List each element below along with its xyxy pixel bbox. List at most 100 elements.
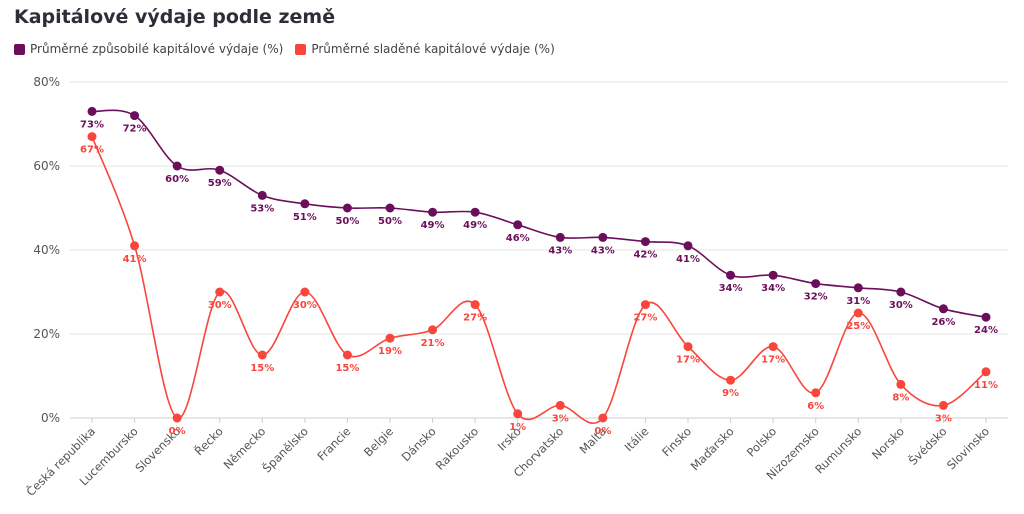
data-point (215, 165, 225, 175)
data-label: 21% (421, 338, 445, 349)
data-point (896, 287, 906, 297)
series-line-1 (91, 109, 987, 318)
data-label: 72% (123, 124, 147, 135)
data-point (257, 350, 267, 360)
data-point (853, 308, 863, 318)
x-tick-label: Řecko (191, 424, 226, 459)
x-tick-label: Rumunsko (812, 424, 864, 476)
data-label: 25% (846, 321, 870, 332)
data-label: 3% (552, 413, 569, 424)
x-tick-label: Finsko (659, 424, 694, 459)
data-label: 27% (463, 313, 487, 324)
data-label: 42% (633, 250, 657, 261)
data-label: 30% (293, 300, 317, 311)
y-tick-label: 0% (41, 411, 60, 425)
data-point (555, 400, 565, 410)
data-point (385, 203, 395, 213)
data-label: 19% (378, 346, 402, 357)
data-point (768, 270, 778, 280)
x-tick-label: Norsko (869, 424, 907, 462)
data-point (768, 342, 778, 352)
x-tick-label: Polsko (744, 424, 779, 459)
data-point (513, 220, 523, 230)
data-label: 60% (165, 174, 189, 185)
y-tick-label: 40% (33, 243, 60, 257)
data-label: 15% (335, 363, 359, 374)
data-point (853, 283, 863, 293)
data-point (470, 207, 480, 217)
data-point (342, 350, 352, 360)
x-tick-label: Rakousko (433, 424, 482, 473)
data-label: 59% (208, 178, 232, 189)
x-tick-label: Dánsko (399, 424, 439, 464)
data-label: 41% (123, 254, 147, 265)
data-point (938, 304, 948, 314)
legend-swatch-series1 (14, 43, 25, 55)
data-label: 24% (974, 325, 998, 336)
data-point (513, 409, 523, 419)
data-label: 67% (80, 145, 104, 156)
data-point (555, 232, 565, 242)
data-point (896, 379, 906, 389)
data-label: 53% (250, 203, 274, 214)
data-point (428, 207, 438, 217)
data-point (726, 375, 736, 385)
data-point (598, 232, 608, 242)
data-label: 6% (807, 401, 824, 412)
data-point (130, 111, 140, 121)
data-point (640, 237, 650, 247)
data-label: 50% (378, 216, 402, 227)
data-label: 49% (421, 220, 445, 231)
data-label: 73% (80, 119, 104, 130)
data-point (598, 413, 608, 423)
legend-swatch-series2 (295, 43, 307, 55)
data-point (300, 287, 310, 297)
data-label: 49% (463, 220, 487, 231)
data-point (981, 367, 991, 377)
data-label: 31% (846, 296, 870, 307)
data-label: 46% (506, 233, 530, 244)
data-label: 41% (676, 254, 700, 265)
data-point (811, 388, 821, 398)
data-point (428, 325, 438, 335)
data-point (811, 279, 821, 289)
data-label: 26% (931, 317, 955, 328)
data-point (215, 287, 225, 297)
legend-label-series2: Průměrné sladěné kapitálové výdaje (%) (311, 42, 555, 56)
data-label: 15% (250, 363, 274, 374)
y-tick-label: 20% (33, 327, 60, 341)
x-tick-label: Francie (314, 424, 353, 463)
data-label: 8% (892, 392, 909, 403)
data-label: 30% (208, 300, 232, 311)
data-label: 1% (509, 422, 526, 433)
data-point (683, 241, 693, 251)
x-tick-label: Švédsko (905, 424, 949, 468)
y-tick-label: 60% (33, 159, 60, 173)
data-point (726, 270, 736, 280)
data-point (385, 333, 395, 343)
data-label: 17% (761, 355, 785, 366)
x-tick-label: Itálie (622, 424, 652, 454)
data-point (640, 300, 650, 310)
data-point (87, 132, 97, 142)
legend-item-series2[interactable]: Průměrné sladěné kapitálové výdaje (%) (295, 42, 555, 56)
data-point (683, 342, 693, 352)
chart-title: Kapitálové výdaje podle země (14, 6, 336, 28)
legend: Průměrné způsobilé kapitálové výdaje (%)… (14, 42, 567, 56)
data-point (87, 106, 97, 116)
data-label: 0% (169, 426, 186, 437)
data-point (257, 190, 267, 200)
data-label: 32% (804, 292, 828, 303)
data-point (300, 199, 310, 209)
legend-item-series1[interactable]: Průměrné způsobilé kapitálové výdaje (%) (14, 42, 283, 56)
data-label: 43% (591, 245, 615, 256)
data-label: 17% (676, 355, 700, 366)
data-point (342, 203, 352, 213)
legend-label-series1: Průměrné způsobilé kapitálové výdaje (%) (30, 42, 284, 56)
data-label: 3% (935, 413, 952, 424)
data-label: 11% (974, 380, 998, 391)
data-label: 0% (594, 426, 611, 437)
x-tick-label: Belgie (361, 424, 396, 459)
x-tick-label: Slovinsko (944, 424, 992, 472)
